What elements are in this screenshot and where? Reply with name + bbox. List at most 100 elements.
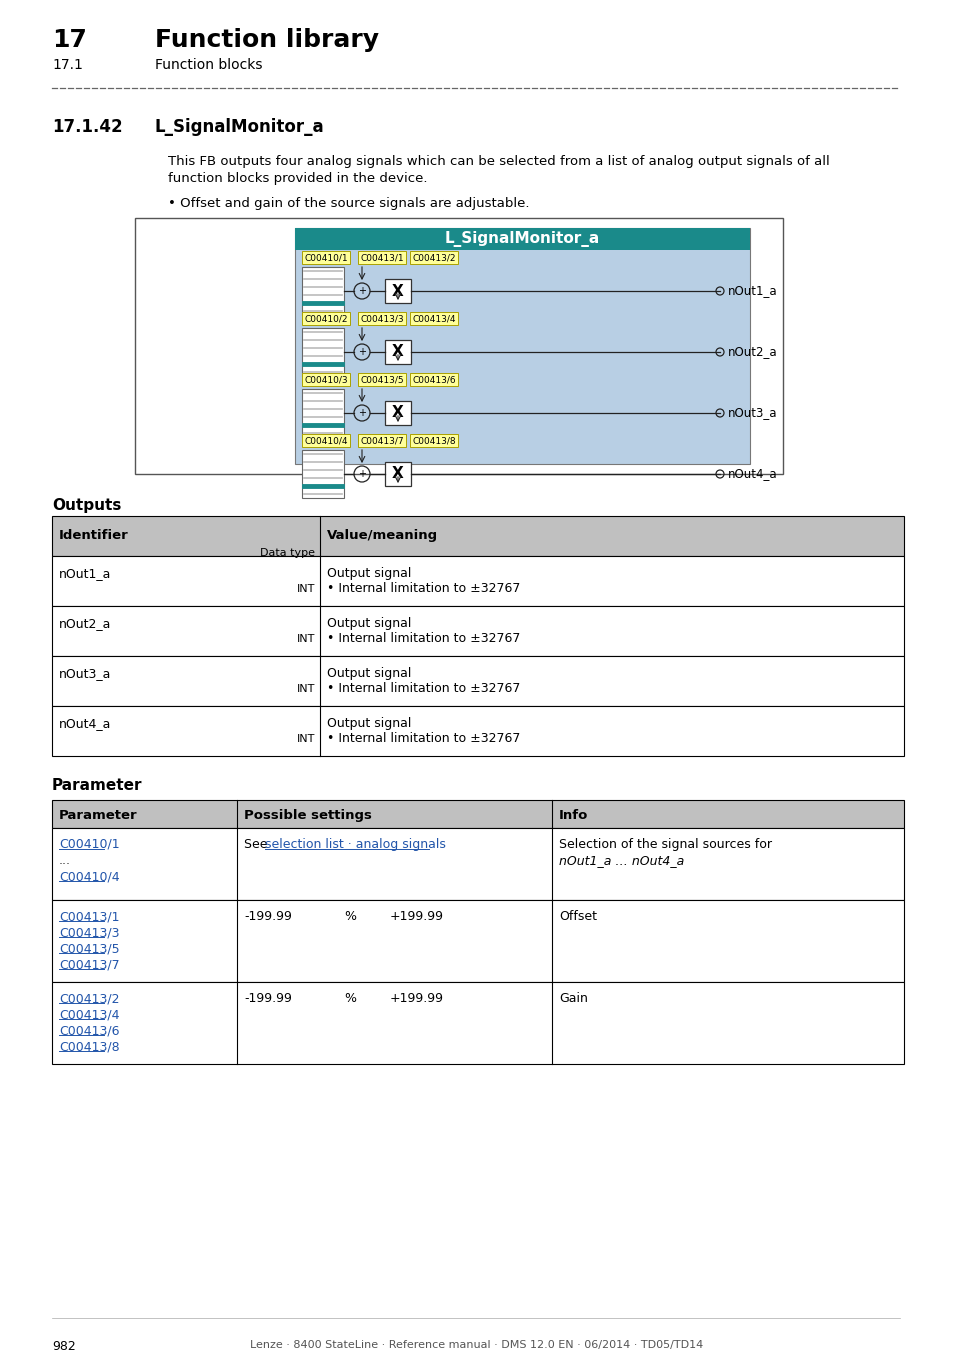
Text: 17.1: 17.1 — [52, 58, 83, 72]
Text: C00410/4: C00410/4 — [59, 869, 119, 883]
Bar — [302, 251, 350, 265]
Text: nOut1_a: nOut1_a — [727, 285, 777, 297]
Text: -199.99: -199.99 — [244, 910, 292, 923]
Text: C00413/4: C00413/4 — [412, 315, 456, 324]
Bar — [52, 981, 903, 1064]
Text: 982: 982 — [52, 1341, 75, 1350]
Text: L_SignalMonitor_a: L_SignalMonitor_a — [154, 117, 324, 136]
Text: C00413/4: C00413/4 — [59, 1008, 119, 1021]
Text: Value/meaning: Value/meaning — [327, 529, 437, 541]
Text: C00413/2: C00413/2 — [59, 992, 119, 1004]
Bar — [385, 279, 411, 302]
Text: Offset: Offset — [558, 910, 597, 923]
Text: %: % — [344, 992, 355, 1004]
Bar — [52, 706, 903, 756]
Text: Output signal: Output signal — [327, 617, 411, 630]
Text: • Internal limitation to ±32767: • Internal limitation to ±32767 — [327, 632, 519, 645]
Text: X: X — [392, 405, 403, 420]
Text: nOut1_a … nOut4_a: nOut1_a … nOut4_a — [558, 855, 683, 867]
Text: +199.99: +199.99 — [390, 910, 443, 923]
Text: C00413/7: C00413/7 — [59, 958, 119, 971]
Text: • Offset and gain of the source signals are adjustable.: • Offset and gain of the source signals … — [168, 197, 529, 211]
Text: C00413/3: C00413/3 — [59, 926, 119, 940]
Text: +: + — [357, 408, 366, 418]
Bar — [410, 433, 457, 447]
Text: selection list · analog signals: selection list · analog signals — [265, 838, 446, 850]
Text: +: + — [357, 468, 366, 479]
Text: C00410/2: C00410/2 — [304, 315, 348, 324]
Text: • Internal limitation to ±32767: • Internal limitation to ±32767 — [327, 732, 519, 745]
Text: X: X — [392, 344, 403, 359]
Text: +: + — [357, 286, 366, 296]
Text: This FB outputs four analog signals which can be selected from a list of analog : This FB outputs four analog signals whic… — [168, 155, 829, 167]
Text: +199.99: +199.99 — [390, 992, 443, 1004]
Text: C00410/4: C00410/4 — [304, 436, 348, 446]
Text: X: X — [392, 284, 403, 298]
Text: nOut1_a: nOut1_a — [59, 567, 112, 580]
Text: Gain: Gain — [558, 992, 587, 1004]
Bar — [302, 267, 344, 315]
Text: Identifier: Identifier — [59, 529, 129, 541]
Text: C00413/1: C00413/1 — [59, 910, 119, 923]
Text: INT: INT — [296, 734, 314, 744]
Text: • Internal limitation to ±32767: • Internal limitation to ±32767 — [327, 682, 519, 695]
Text: Lenze · 8400 StateLine · Reference manual · DMS 12.0 EN · 06/2014 · TD05/TD14: Lenze · 8400 StateLine · Reference manua… — [250, 1341, 703, 1350]
Text: C00413/8: C00413/8 — [59, 1040, 119, 1053]
Text: C00413/3: C00413/3 — [360, 315, 403, 324]
Text: Selection of the signal sources for: Selection of the signal sources for — [558, 838, 771, 850]
Bar — [52, 556, 903, 606]
Text: 17: 17 — [52, 28, 87, 53]
Text: Function blocks: Function blocks — [154, 58, 262, 72]
Text: function blocks provided in the device.: function blocks provided in the device. — [168, 171, 427, 185]
Text: Outputs: Outputs — [52, 498, 121, 513]
Bar — [294, 228, 749, 250]
Text: INT: INT — [296, 585, 314, 594]
Text: nOut2_a: nOut2_a — [59, 617, 112, 630]
Text: +: + — [357, 347, 366, 356]
Bar — [385, 340, 411, 364]
Bar — [410, 373, 457, 386]
Text: C00410/1: C00410/1 — [59, 838, 119, 850]
Bar — [410, 312, 457, 325]
Text: Function library: Function library — [154, 28, 378, 53]
Text: C00413/8: C00413/8 — [412, 436, 456, 446]
Bar — [52, 656, 903, 706]
Text: • Internal limitation to ±32767: • Internal limitation to ±32767 — [327, 582, 519, 595]
Text: C00413/5: C00413/5 — [360, 375, 403, 385]
Bar — [294, 228, 749, 464]
Text: C00413/6: C00413/6 — [412, 375, 456, 385]
Text: nOut3_a: nOut3_a — [727, 406, 777, 420]
Bar — [52, 828, 903, 900]
Text: Output signal: Output signal — [327, 717, 411, 730]
Text: INT: INT — [296, 634, 314, 644]
Text: See: See — [244, 838, 272, 850]
Bar — [385, 401, 411, 425]
Bar — [410, 251, 457, 265]
Text: C00413/7: C00413/7 — [360, 436, 403, 446]
Bar — [385, 462, 411, 486]
Text: nOut4_a: nOut4_a — [59, 717, 112, 730]
Text: C00410/3: C00410/3 — [304, 375, 348, 385]
Text: C00413/5: C00413/5 — [59, 942, 119, 954]
Bar — [52, 801, 903, 828]
Bar — [302, 450, 344, 498]
Text: ...: ... — [59, 855, 71, 867]
Text: L_SignalMonitor_a: L_SignalMonitor_a — [444, 231, 599, 247]
Text: Output signal: Output signal — [327, 667, 411, 680]
Text: Info: Info — [558, 809, 588, 822]
Bar — [357, 312, 406, 325]
Text: %: % — [344, 910, 355, 923]
Text: Parameter: Parameter — [59, 809, 137, 822]
Text: INT: INT — [296, 684, 314, 694]
Text: Parameter: Parameter — [52, 778, 142, 792]
Bar — [357, 373, 406, 386]
Bar — [357, 433, 406, 447]
Text: nOut4_a: nOut4_a — [727, 467, 777, 481]
Bar — [302, 389, 344, 437]
Bar — [135, 217, 782, 474]
Bar — [302, 433, 350, 447]
Text: -199.99: -199.99 — [244, 992, 292, 1004]
Text: C00413/2: C00413/2 — [412, 254, 456, 262]
Text: X: X — [392, 467, 403, 482]
Text: nOut2_a: nOut2_a — [727, 346, 777, 359]
